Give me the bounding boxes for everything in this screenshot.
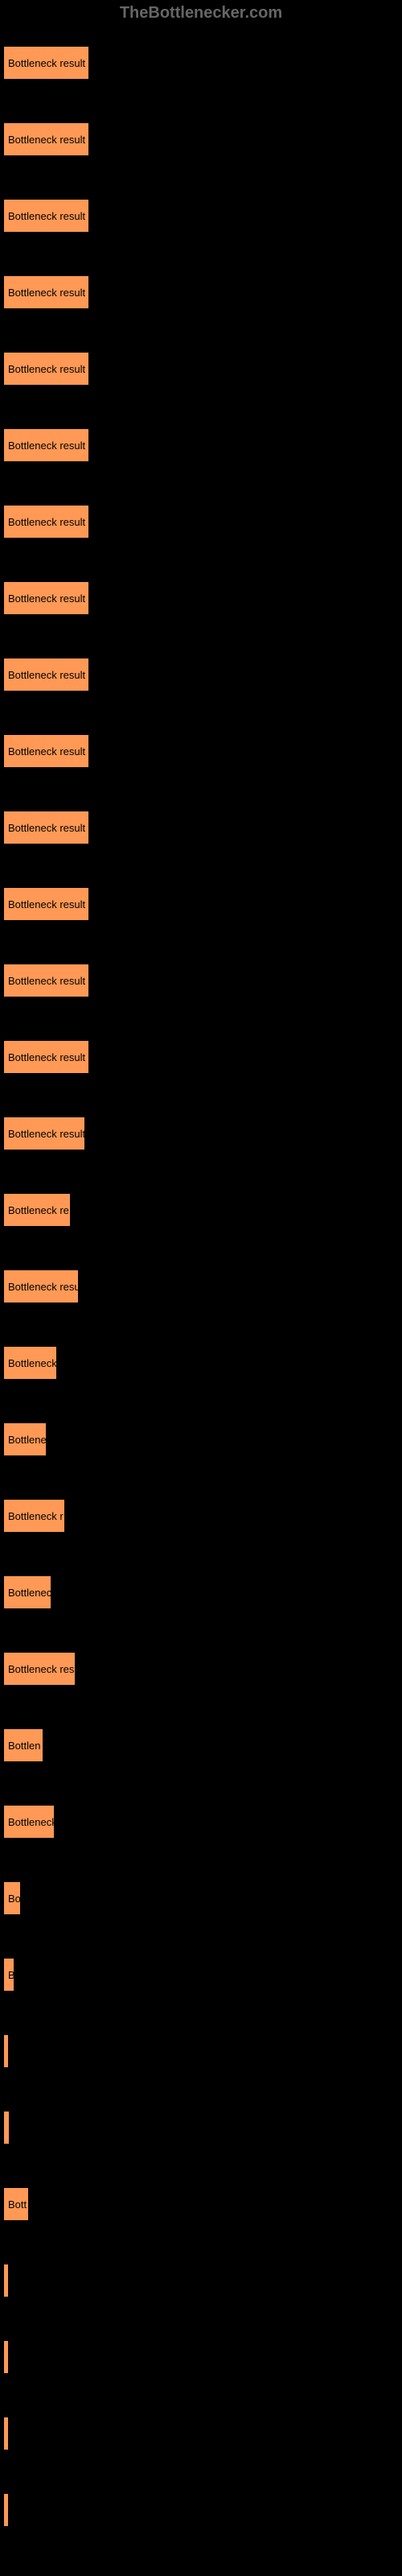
chart-bar: Bottleneck r <box>4 1500 64 1532</box>
chart-bar: Bottlen <box>4 1729 43 1761</box>
chart-bar: Bottleneck result <box>4 658 88 691</box>
chart-bar-row <box>4 2401 398 2478</box>
bar-label: Bottlenec <box>8 1587 51 1599</box>
chart-bar-row: Bottlen <box>4 1713 398 1790</box>
chart-bar: Bottleneck res <box>4 1653 75 1685</box>
bar-label: Bottleneck result <box>8 822 85 834</box>
site-header: TheBottlenecker.com <box>0 0 402 31</box>
bar-label: Bottleneck result <box>8 134 85 146</box>
chart-bar: Bottleneck result <box>4 200 88 232</box>
bar-label: Bottleneck result <box>8 57 85 69</box>
chart-bar-row: Bottleneck result <box>4 642 398 719</box>
bottleneck-chart: Bottleneck result Bottleneck result Bottle… <box>0 31 402 2554</box>
chart-bar-row: Bottleneck result <box>4 413 398 489</box>
chart-bar <box>4 2264 8 2297</box>
chart-bar: Bottleneck result <box>4 123 88 155</box>
chart-bar-row: Bottleneck r <box>4 1484 398 1560</box>
chart-bar: Bottleneck result <box>4 888 88 920</box>
chart-bar-row <box>4 2478 398 2554</box>
chart-bar-row <box>4 2248 398 2325</box>
chart-bar: Bottlenec <box>4 1576 51 1608</box>
chart-bar-row: Bottleneck result <box>4 107 398 184</box>
bar-label: B <box>8 1969 14 1981</box>
chart-bar-row: Bottleneck <box>4 1331 398 1407</box>
chart-bar-row: Bottlenec <box>4 1560 398 1637</box>
chart-bar: Bottlene <box>4 1423 46 1455</box>
chart-bar-row: Bottleneck result <box>4 489 398 566</box>
chart-bar-row: Bottleneck result <box>4 1101 398 1178</box>
bar-label: Bottleneck result <box>8 898 85 910</box>
chart-bar-row: Bottleneck re <box>4 1178 398 1254</box>
chart-bar-row: Bottleneck result <box>4 336 398 413</box>
bar-label: Bottleneck result <box>8 669 85 681</box>
chart-bar <box>4 2494 8 2526</box>
bar-label: Bottleneck result <box>8 287 85 299</box>
chart-bar: B <box>4 1959 14 1991</box>
chart-bar <box>4 2417 8 2450</box>
bar-label: Bottleneck result <box>8 745 85 758</box>
chart-bar: Bottleneck result <box>4 1117 84 1150</box>
chart-bar: Bottleneck result <box>4 964 88 997</box>
chart-bar-row <box>4 2325 398 2401</box>
bar-label: Bottlene <box>8 1434 46 1446</box>
chart-bar: Bottleneck result <box>4 506 88 538</box>
bar-label: Bottleneck resu <box>8 1281 78 1293</box>
bar-label: Bottleneck re <box>8 1204 69 1216</box>
chart-bar: Bottleneck <box>4 1347 56 1379</box>
chart-bar: Bo <box>4 1882 20 1914</box>
chart-bar-row: Bottleneck result <box>4 872 398 948</box>
chart-bar-row: Bottleneck result <box>4 719 398 795</box>
chart-bar: Bott <box>4 2188 28 2220</box>
chart-bar-row: Bottleneck result <box>4 31 398 107</box>
bar-label: Bottleneck res <box>8 1663 74 1675</box>
chart-bar-row: Bottleneck result <box>4 948 398 1025</box>
chart-bar-row: Bo <box>4 1866 398 1942</box>
bar-label: Bottleneck result <box>8 363 85 375</box>
chart-bar <box>4 2341 8 2373</box>
chart-bar-row: Bottleneck result <box>4 566 398 642</box>
chart-bar-row: Bottleneck result <box>4 1025 398 1101</box>
chart-bar <box>4 2035 8 2067</box>
bar-label: Bottleneck result <box>8 1128 84 1140</box>
chart-bar: Bottleneck result <box>4 1041 88 1073</box>
bar-label: Bottleneck <box>8 1816 54 1828</box>
bar-label: Bottleneck result <box>8 516 85 528</box>
bar-label: Bottleneck result <box>8 975 85 987</box>
bar-label: Bottlen <box>8 1740 40 1752</box>
chart-bar-row: B <box>4 1942 398 2019</box>
bar-label: Bottleneck result <box>8 592 85 605</box>
bar-label: Bottleneck <box>8 1357 56 1369</box>
chart-bar: Bottleneck result <box>4 582 88 614</box>
chart-bar-row: Bottleneck <box>4 1790 398 1866</box>
chart-bar-row <box>4 2019 398 2095</box>
chart-bar-row: Bottleneck result <box>4 795 398 872</box>
chart-bar: Bottleneck result <box>4 276 88 308</box>
chart-bar-row: Bottleneck res <box>4 1637 398 1713</box>
chart-bar: Bottleneck result <box>4 735 88 767</box>
chart-bar <box>4 2112 9 2144</box>
chart-bar: Bottleneck result <box>4 47 88 79</box>
chart-bar-row: Bottleneck result <box>4 184 398 260</box>
chart-bar-row: Bottleneck resu <box>4 1254 398 1331</box>
chart-bar-row <box>4 2095 398 2172</box>
bar-label: Bott <box>8 2198 27 2211</box>
bar-label: Bottleneck result <box>8 210 85 222</box>
chart-bar-row: Bottlene <box>4 1407 398 1484</box>
chart-bar: Bottleneck re <box>4 1194 70 1226</box>
chart-bar: Bottleneck resu <box>4 1270 78 1302</box>
chart-bar: Bottleneck result <box>4 811 88 844</box>
bar-label: Bottleneck result <box>8 1051 85 1063</box>
chart-bar-row: Bottleneck result <box>4 260 398 336</box>
chart-bar-row: Bott <box>4 2172 398 2248</box>
chart-bar: Bottleneck result <box>4 429 88 461</box>
chart-bar: Bottleneck <box>4 1806 54 1838</box>
bar-label: Bottleneck r <box>8 1510 64 1522</box>
bar-label: Bo <box>8 1893 20 1905</box>
chart-bar: Bottleneck result <box>4 353 88 385</box>
bar-label: Bottleneck result <box>8 440 85 452</box>
